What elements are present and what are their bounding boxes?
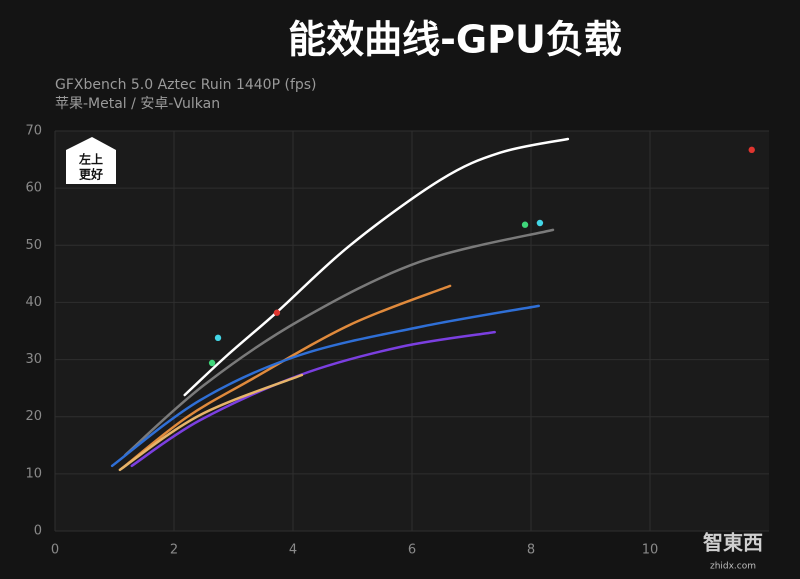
point bbox=[748, 146, 755, 154]
subtitle: 苹果-Metal / 安卓-Vulkan bbox=[55, 96, 220, 112]
curve bbox=[123, 228, 555, 457]
x-tick-label: 2 bbox=[170, 543, 178, 558]
point bbox=[273, 309, 281, 316]
y-tick-label: 30 bbox=[25, 352, 42, 367]
badge-text: 更好 bbox=[79, 167, 103, 182]
curve bbox=[120, 284, 452, 470]
subtitle: GFXbench 5.0 Aztec Ruin 1440P (fps) bbox=[55, 77, 317, 93]
badge-shape bbox=[66, 137, 116, 184]
x-tick-label: 10 bbox=[642, 543, 659, 558]
y-tick-label: 50 bbox=[25, 238, 42, 253]
curve bbox=[110, 304, 540, 468]
chart-title: 能效曲线-GPU负载 bbox=[288, 18, 622, 62]
x-tick-label: 0 bbox=[51, 543, 59, 558]
plot-area: 0 10 20 30 40 50 60 70 0 2 4 6 8 10 bbox=[25, 124, 769, 558]
y-tick-label: 0 bbox=[34, 524, 42, 539]
x-tick-label: 6 bbox=[408, 543, 416, 558]
badge-text: 左上 bbox=[78, 152, 103, 167]
y-tick-label: 10 bbox=[25, 466, 42, 481]
point bbox=[208, 359, 216, 367]
x-tick-label: 4 bbox=[289, 543, 297, 558]
curve bbox=[183, 137, 570, 397]
watermark-url: zhidx.com bbox=[710, 562, 756, 572]
x-tick-label: 8 bbox=[527, 543, 535, 558]
watermark: 智東西 bbox=[703, 531, 763, 555]
point bbox=[536, 219, 544, 227]
curve bbox=[118, 373, 304, 472]
point bbox=[521, 221, 529, 228]
y-tick-label: 70 bbox=[25, 124, 42, 139]
y-tick-label: 20 bbox=[25, 409, 42, 424]
y-tick-label: 60 bbox=[25, 181, 42, 196]
point bbox=[214, 334, 222, 342]
y-tick-label: 40 bbox=[25, 295, 42, 310]
